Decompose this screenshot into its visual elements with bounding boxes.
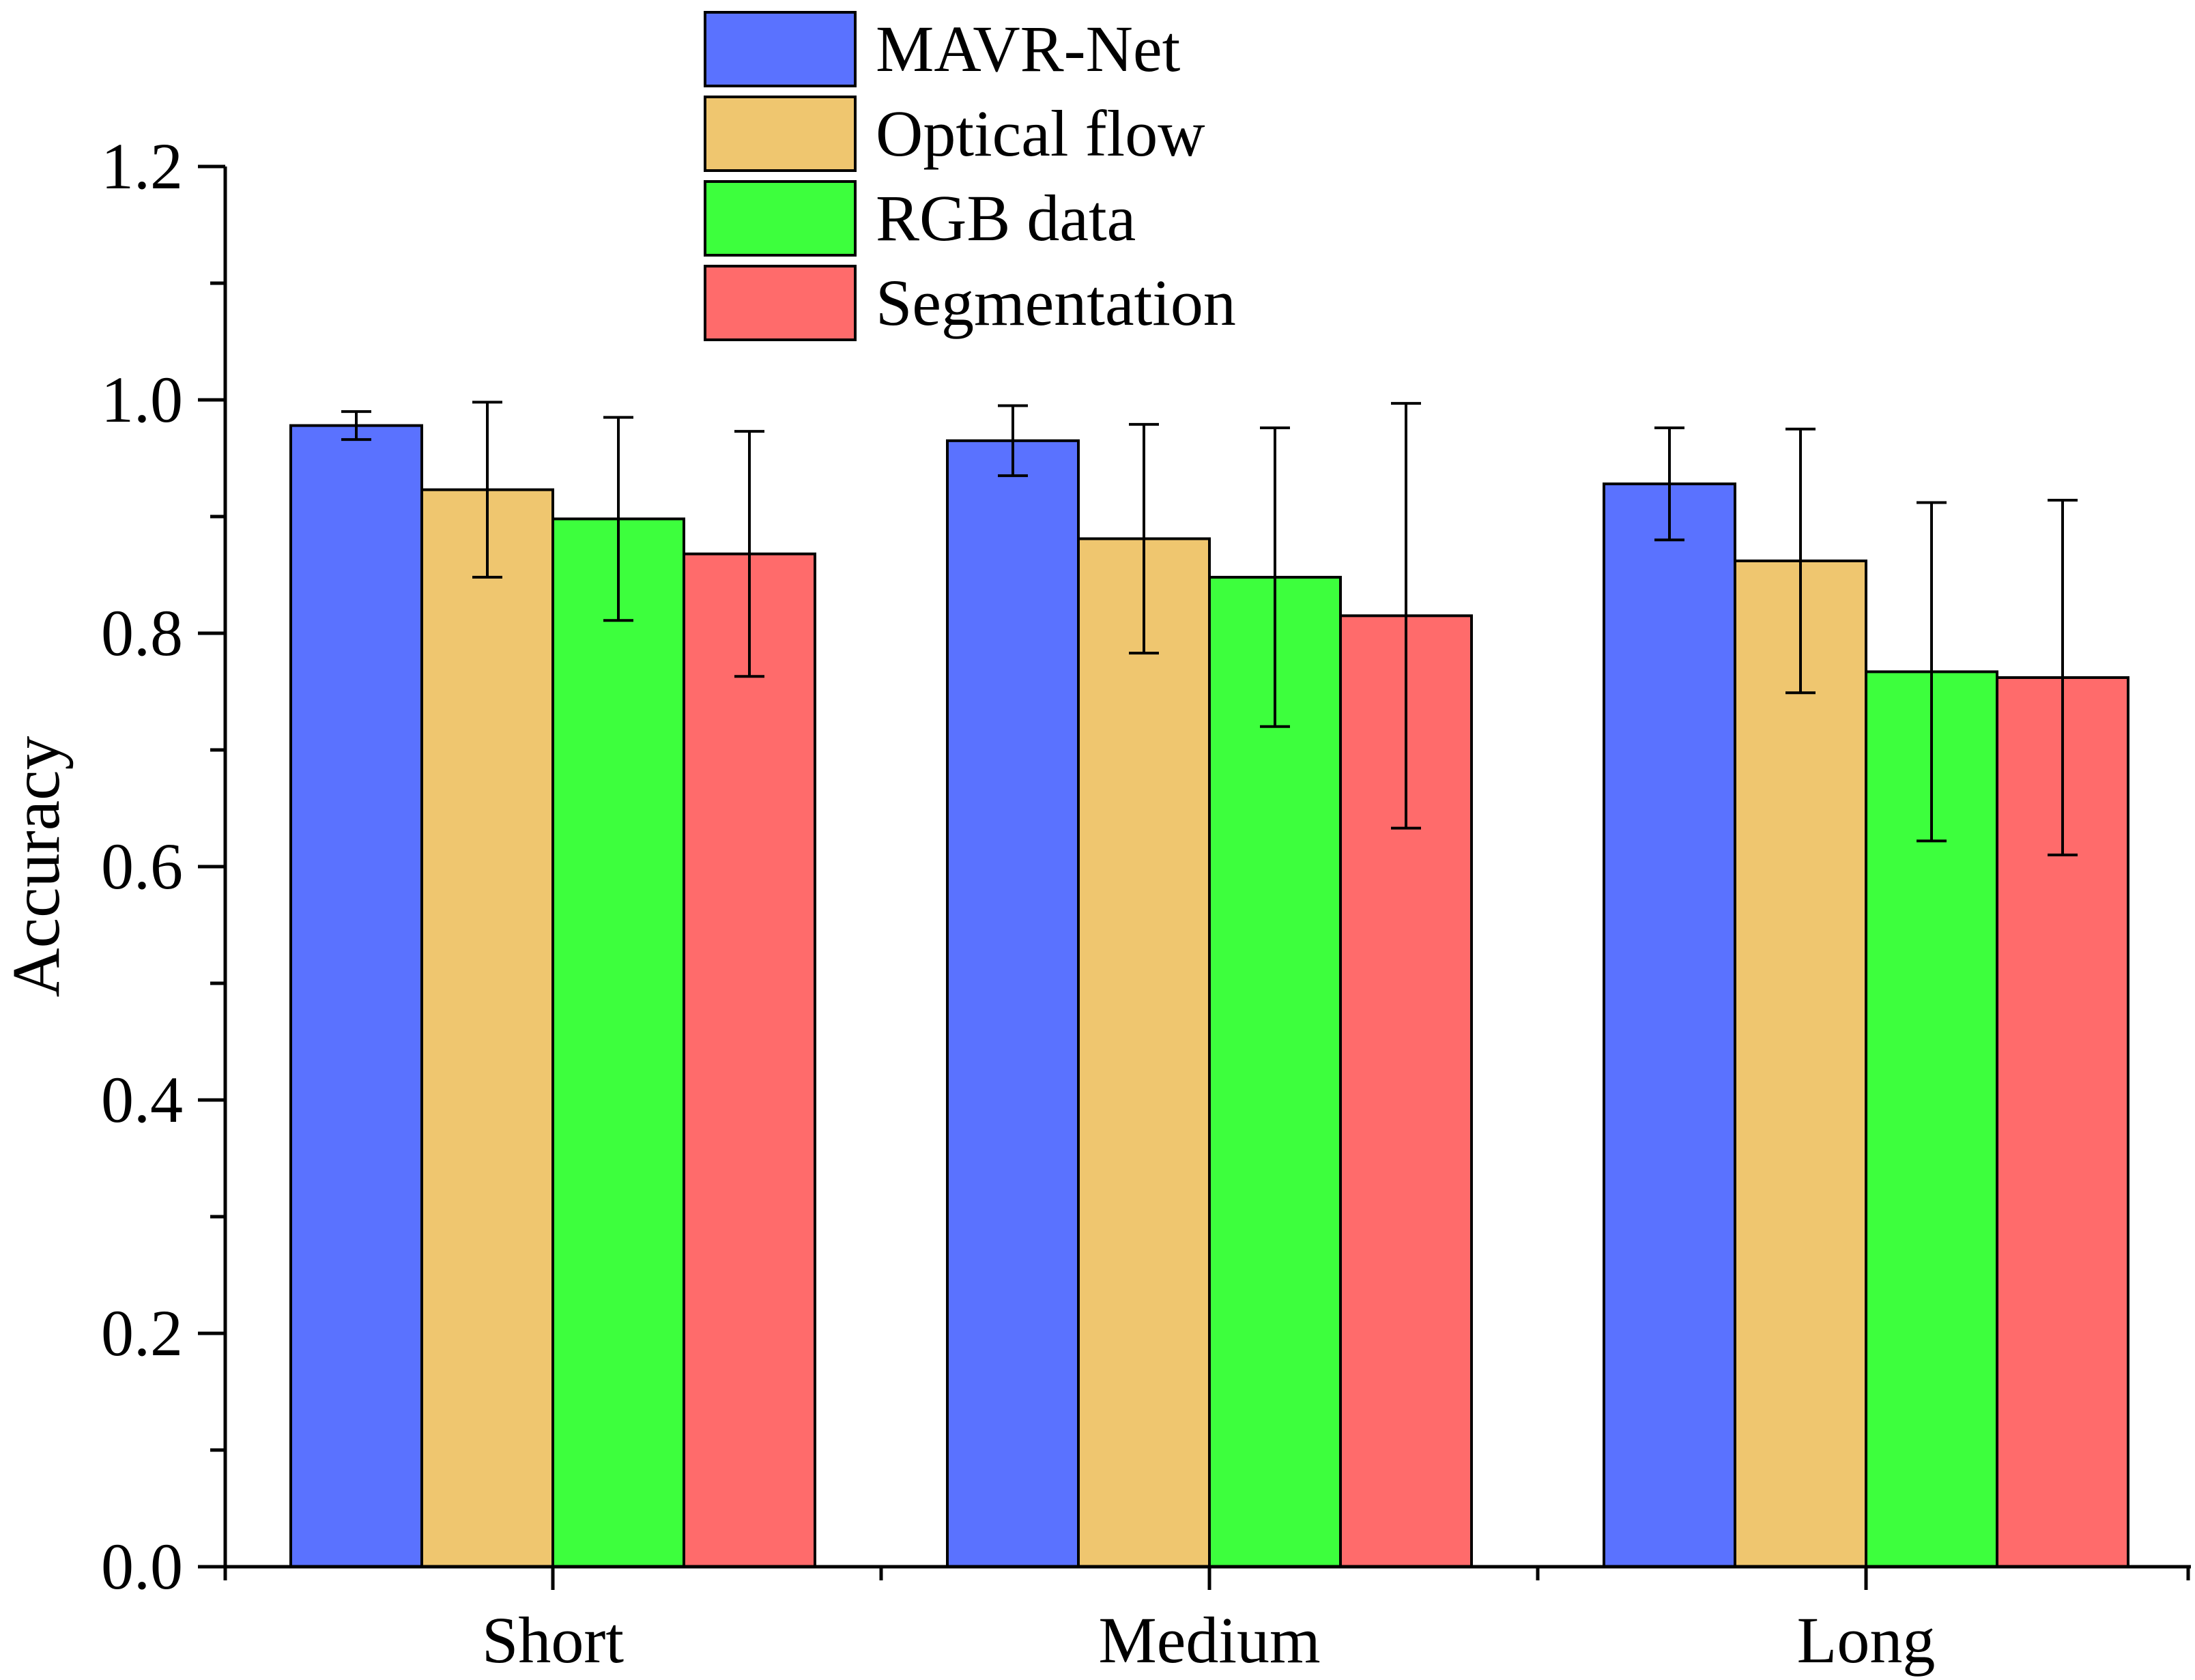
legend-swatch — [704, 96, 857, 172]
error-bar-optical-flow-long — [1785, 427, 1816, 695]
bar-mavr-net-long — [1603, 482, 1736, 1568]
error-bar-mavr-net-medium — [998, 404, 1028, 478]
error-bar-optical-flow-short — [472, 401, 502, 579]
error-bar-optical-flow-medium — [1129, 422, 1159, 655]
legend-label: RGB data — [876, 182, 1136, 255]
y-tick-label: 0.0 — [101, 1530, 183, 1603]
y-tick-label: 0.8 — [101, 596, 183, 669]
legend-swatch — [704, 265, 857, 341]
error-bar-rgb-data-long — [1917, 501, 1947, 843]
x-category-label-short: Short — [482, 1604, 624, 1677]
error-bar-rgb-data-medium — [1260, 426, 1290, 728]
error-bar-segmentation-medium — [1391, 402, 1421, 830]
error-bars-group — [341, 401, 2078, 856]
error-bar-segmentation-short — [734, 430, 764, 678]
legend-swatch — [704, 11, 857, 87]
y-tick-label: 0.2 — [101, 1297, 183, 1370]
bars-group — [289, 424, 2129, 1568]
bar-mavr-net-medium — [946, 439, 1080, 1568]
error-bar-segmentation-long — [2048, 499, 2078, 856]
legend-item-rgb-data: RGB data — [704, 180, 1136, 257]
legend-item-segmentation: Segmentation — [704, 265, 1236, 341]
y-axis-label: Accuracy — [0, 736, 74, 997]
legend-item-mavr-net: MAVR-Net — [704, 11, 1181, 87]
y-tick-label: 1.2 — [101, 130, 183, 203]
legend-item-optical-flow: Optical flow — [704, 96, 1205, 172]
bar-segmentation-short — [683, 552, 816, 1568]
legend: MAVR-Net Optical flow RGB data Segmentation — [704, 11, 1236, 341]
y-tick-label: 0.4 — [101, 1063, 183, 1136]
bar-optical-flow-medium — [1077, 537, 1211, 1568]
x-category-label-medium: Medium — [1098, 1604, 1320, 1677]
legend-swatch — [704, 180, 857, 257]
bar-optical-flow-short — [420, 488, 554, 1568]
legend-label: Optical flow — [876, 97, 1205, 170]
error-bar-rgb-data-short — [603, 416, 633, 622]
bar-mavr-net-short — [289, 424, 423, 1568]
bar-optical-flow-long — [1734, 559, 1867, 1568]
y-tick-label: 0.6 — [101, 830, 183, 903]
legend-label: MAVR-Net — [876, 12, 1181, 85]
x-category-label-long: Long — [1797, 1604, 1936, 1677]
error-bar-mavr-net-short — [341, 410, 371, 441]
y-tick-label: 1.0 — [101, 363, 183, 436]
error-bar-mavr-net-long — [1654, 426, 1684, 542]
bar-rgb-data-medium — [1208, 575, 1342, 1568]
legend-label: Segmentation — [876, 266, 1236, 339]
axes-group: 0.0 0.2 0.4 0.6 0.8 1.0 1.2 Short Medium Long — [101, 130, 2191, 1677]
bar-rgb-data-short — [551, 517, 685, 1568]
